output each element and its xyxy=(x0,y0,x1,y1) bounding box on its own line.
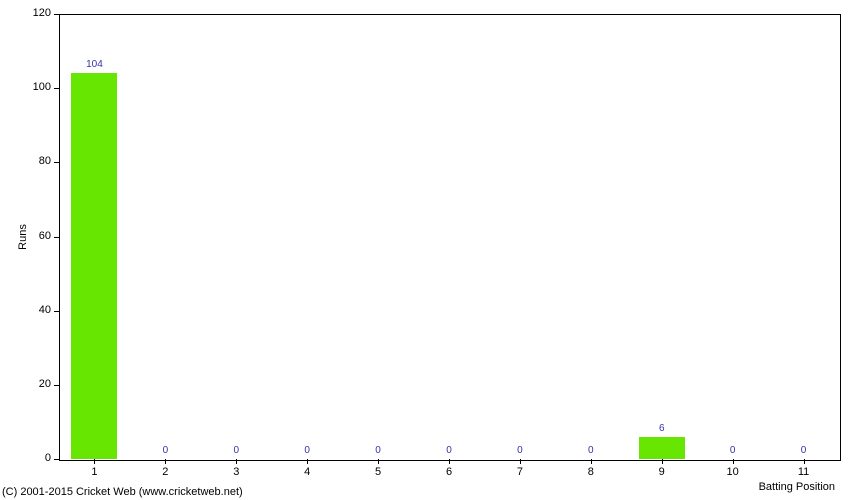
x-tick-label: 5 xyxy=(358,466,398,478)
x-tick-label: 8 xyxy=(571,466,611,478)
bar-value-label: 0 xyxy=(566,445,616,456)
x-tick-label: 1 xyxy=(74,466,114,478)
y-tick-label: 120 xyxy=(24,7,51,19)
x-tick-mark xyxy=(804,459,805,464)
y-tick-mark xyxy=(54,459,59,460)
bar-value-label: 0 xyxy=(708,445,758,456)
y-tick-mark xyxy=(54,311,59,312)
chart-container: Runs Batting Position 020406080100120 12… xyxy=(0,0,850,500)
x-tick-label: 4 xyxy=(287,466,327,478)
bar-value-label: 0 xyxy=(211,445,261,456)
bar xyxy=(71,73,117,459)
y-tick-label: 40 xyxy=(24,304,51,316)
x-tick-mark xyxy=(236,459,237,464)
y-tick-label: 0 xyxy=(24,452,51,464)
x-tick-mark xyxy=(520,459,521,464)
x-tick-label: 10 xyxy=(713,466,753,478)
bar-value-label: 0 xyxy=(779,445,829,456)
x-tick-mark xyxy=(378,459,379,464)
x-tick-mark xyxy=(307,459,308,464)
y-tick-label: 80 xyxy=(24,155,51,167)
y-tick-label: 20 xyxy=(24,378,51,390)
x-tick-mark xyxy=(165,459,166,464)
y-tick-label: 60 xyxy=(24,230,51,242)
x-tick-label: 6 xyxy=(429,466,469,478)
y-tick-mark xyxy=(54,385,59,386)
x-tick-label: 9 xyxy=(642,466,682,478)
x-axis-label: Batting Position xyxy=(759,481,835,493)
x-tick-mark xyxy=(94,459,95,464)
y-tick-mark xyxy=(54,237,59,238)
x-tick-mark xyxy=(733,459,734,464)
x-tick-label: 2 xyxy=(145,466,185,478)
y-tick-mark xyxy=(54,14,59,15)
x-tick-label: 3 xyxy=(216,466,256,478)
bar-value-label: 0 xyxy=(495,445,545,456)
x-tick-mark xyxy=(449,459,450,464)
x-tick-label: 7 xyxy=(500,466,540,478)
y-tick-mark xyxy=(54,162,59,163)
bar-value-label: 0 xyxy=(282,445,332,456)
x-tick-mark xyxy=(591,459,592,464)
copyright-text: (C) 2001-2015 Cricket Web (www.cricketwe… xyxy=(2,486,243,498)
bar-value-label: 6 xyxy=(637,423,687,434)
bar-value-label: 0 xyxy=(140,445,190,456)
plot-area xyxy=(59,14,841,461)
y-tick-mark xyxy=(54,88,59,89)
x-tick-label: 11 xyxy=(784,466,824,478)
y-tick-label: 100 xyxy=(24,81,51,93)
bar-value-label: 0 xyxy=(353,445,403,456)
bar-value-label: 104 xyxy=(69,59,119,70)
bar xyxy=(639,437,685,459)
x-tick-mark xyxy=(662,459,663,464)
bar-value-label: 0 xyxy=(424,445,474,456)
